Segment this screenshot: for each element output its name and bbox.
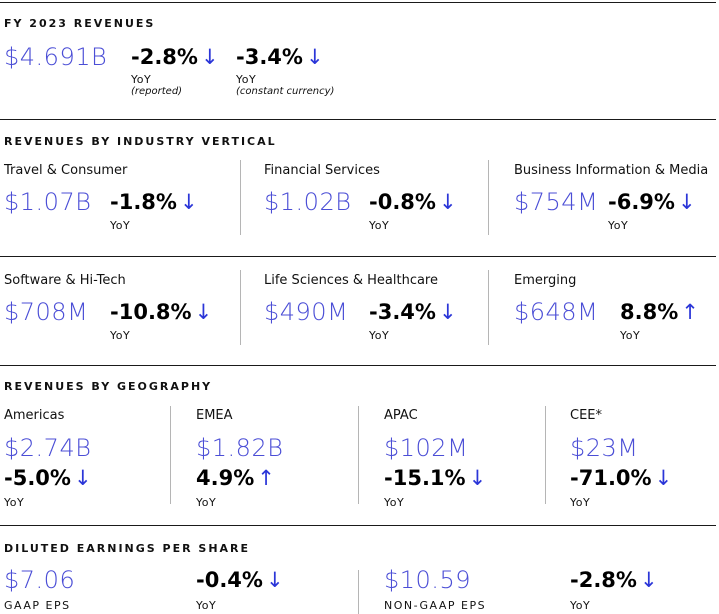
vertical-change-software: -10.8% ↓ — [110, 300, 213, 324]
geo-name-apac: APAC — [384, 408, 418, 423]
geo-name-cee: CEE* — [570, 408, 603, 423]
eps-rule — [0, 525, 716, 526]
vertical-yoy: YoY — [110, 329, 131, 342]
column-divider — [358, 570, 359, 614]
gaap-eps-value: $7.06 — [4, 566, 76, 594]
arrow-down-icon: ↓ — [200, 45, 219, 69]
nongaap-eps-label: NON-GAAP EPS — [384, 599, 487, 612]
geo-change-apac: -15.1% ↓ — [384, 466, 487, 490]
vertical-value-life-sciences: $490M — [264, 298, 349, 326]
vertical-name-business: Business Information & Media — [514, 163, 709, 178]
geo-value-apac: $102M — [384, 434, 469, 462]
arrow-down-icon: ↓ — [468, 466, 487, 490]
vertical-value-financial: $1.02B — [264, 188, 352, 216]
vertical-name-emerging: Emerging — [514, 273, 577, 288]
arrow-up-icon: ↑ — [681, 300, 699, 324]
vertical-yoy: YoY — [369, 329, 390, 342]
geo-value-cee: $23M — [570, 434, 639, 462]
fy-reported-yoy: YoY — [131, 73, 152, 86]
vertical-name-financial: Financial Services — [264, 163, 380, 178]
vertical-yoy: YoY — [369, 219, 390, 232]
geo-yoy: YoY — [4, 496, 25, 509]
arrow-down-icon: ↓ — [677, 190, 696, 214]
geo-name-americas: Americas — [4, 408, 65, 423]
vertical-value-emerging: $648M — [514, 298, 599, 326]
column-divider — [488, 270, 489, 345]
arrow-up-icon: ↑ — [257, 466, 275, 490]
vertical-yoy: YoY — [608, 219, 629, 232]
geo-change-cee: -71.0% ↓ — [570, 466, 673, 490]
arrow-down-icon: ↓ — [438, 300, 457, 324]
top-rule — [0, 2, 716, 3]
arrow-down-icon: ↓ — [73, 466, 92, 490]
eps-title: DILUTED EARNINGS PER SHARE — [4, 542, 251, 555]
vertical-row-rule — [0, 256, 716, 257]
geography-title: REVENUES BY GEOGRAPHY — [4, 380, 213, 393]
column-divider — [170, 406, 171, 504]
vertical-yoy: YoY — [620, 329, 641, 342]
column-divider — [240, 270, 241, 345]
column-divider — [240, 160, 241, 235]
vertical-title: REVENUES BY INDUSTRY VERTICAL — [4, 135, 277, 148]
vertical-change-financial: -0.8% ↓ — [369, 190, 457, 214]
geo-yoy: YoY — [384, 496, 405, 509]
geo-value-americas: $2.74B — [4, 434, 92, 462]
geo-yoy: YoY — [570, 496, 591, 509]
arrow-down-icon: ↓ — [639, 568, 658, 592]
gaap-eps-change: -0.4% ↓ — [196, 568, 284, 592]
vertical-change-emerging: 8.8% ↑ — [620, 300, 699, 324]
vertical-change-business: -6.9% ↓ — [608, 190, 696, 214]
vertical-value-travel: $1.07B — [4, 188, 92, 216]
vertical-value-business: $754M — [514, 188, 599, 216]
nongaap-eps-yoy: YoY — [570, 599, 591, 612]
geo-change-emea: 4.9% ↑ — [196, 466, 275, 490]
vertical-value-software: $708M — [4, 298, 89, 326]
geo-change-americas: -5.0% ↓ — [4, 466, 92, 490]
fy-reported-change: -2.8% ↓ — [131, 45, 219, 69]
vertical-rule — [0, 119, 716, 120]
column-divider — [545, 406, 546, 504]
vertical-yoy: YoY — [110, 219, 131, 232]
gaap-eps-yoy: YoY — [196, 599, 217, 612]
vertical-name-travel: Travel & Consumer — [4, 163, 128, 178]
fy-revenues-title: FY 2023 REVENUES — [4, 17, 156, 30]
nongaap-eps-change: -2.8% ↓ — [570, 568, 658, 592]
geo-yoy: YoY — [196, 496, 217, 509]
column-divider — [488, 160, 489, 235]
fy-revenue-value: $4.691B — [4, 43, 108, 71]
nongaap-eps-value: $10.59 — [384, 566, 471, 594]
column-divider — [358, 406, 359, 504]
vertical-change-life-sciences: -3.4% ↓ — [369, 300, 457, 324]
gaap-eps-label: GAAP EPS — [4, 599, 71, 612]
fy-constant-note: (constant currency) — [236, 86, 335, 97]
vertical-change-travel: -1.8% ↓ — [110, 190, 198, 214]
fy-reported-note: (reported) — [131, 86, 183, 97]
geography-rule — [0, 365, 716, 366]
arrow-down-icon: ↓ — [654, 466, 673, 490]
fy-constant-change: -3.4% ↓ — [236, 45, 324, 69]
arrow-down-icon: ↓ — [179, 190, 198, 214]
arrow-down-icon: ↓ — [305, 45, 324, 69]
geo-name-emea: EMEA — [196, 408, 233, 423]
geo-value-emea: $1.82B — [196, 434, 284, 462]
fy-constant-yoy: YoY — [236, 73, 257, 86]
arrow-down-icon: ↓ — [194, 300, 213, 324]
vertical-name-life-sciences: Life Sciences & Healthcare — [264, 273, 438, 288]
arrow-down-icon: ↓ — [265, 568, 284, 592]
vertical-name-software: Software & Hi-Tech — [4, 273, 126, 288]
arrow-down-icon: ↓ — [438, 190, 457, 214]
